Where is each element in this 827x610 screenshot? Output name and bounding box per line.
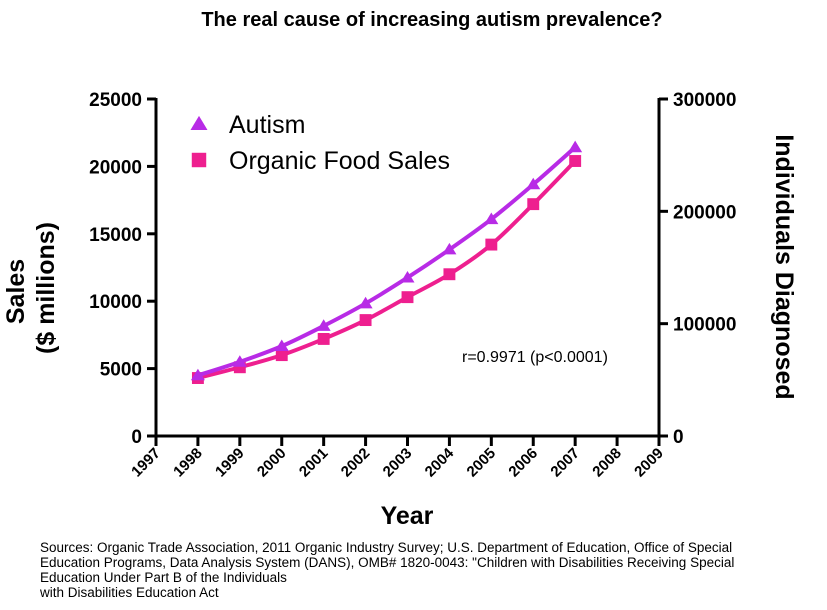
left-y-axis-label-line-2: ($ millions) bbox=[32, 222, 60, 354]
x-tick-label: 2008 bbox=[589, 445, 625, 481]
x-tick-label: 2005 bbox=[464, 445, 500, 481]
data-point bbox=[442, 242, 457, 255]
left-y-tick-label: 25000 bbox=[89, 90, 142, 111]
right-y-tick-label: 200000 bbox=[673, 202, 736, 223]
sources-line-4: with Disabilities Education Act bbox=[40, 585, 219, 600]
x-tick-label: 1999 bbox=[212, 445, 248, 481]
legend-label: Autism bbox=[229, 111, 305, 139]
data-point bbox=[232, 355, 247, 367]
left-y-axis-label: Sales ($ millions) bbox=[2, 222, 60, 354]
legend-marker bbox=[191, 152, 207, 168]
right-y-axis-label: Individuals Diagnosed bbox=[770, 134, 798, 399]
left-y-axis-label-line-1: Sales bbox=[2, 259, 30, 324]
legend-marker bbox=[190, 115, 208, 130]
data-point bbox=[359, 314, 372, 327]
x-tick-label: 2002 bbox=[338, 445, 374, 481]
left-y-axis: 0 5000 10000 15000 20000 25000 bbox=[89, 90, 158, 448]
left-y-tick-label: 15000 bbox=[89, 225, 142, 246]
data-point bbox=[274, 339, 289, 352]
left-y-tick-label: 5000 bbox=[100, 360, 142, 381]
series-line bbox=[197, 159, 577, 380]
legend: Autism Organic Food Sales bbox=[190, 111, 450, 175]
x-tick-label: 2009 bbox=[631, 445, 667, 481]
data-point bbox=[401, 291, 414, 304]
sources-line-1: Sources: Organic Trade Association, 2011… bbox=[40, 540, 733, 555]
x-tick-label: 2006 bbox=[505, 445, 541, 481]
left-y-tick-label: 20000 bbox=[89, 157, 142, 178]
data-point bbox=[568, 140, 583, 153]
x-axis: 1997 1998 1999 2000 2001 2002 2003 2004 2005 2006… bbox=[128, 434, 667, 481]
series-layer bbox=[190, 140, 583, 384]
sources-line-3: Education Under Part B of the Individual… bbox=[40, 570, 287, 585]
data-point bbox=[484, 212, 499, 225]
legend-label: Organic Food Sales bbox=[229, 147, 450, 175]
data-point bbox=[317, 332, 330, 345]
x-tick-label: 2000 bbox=[254, 445, 290, 481]
data-point bbox=[400, 270, 415, 283]
series-line bbox=[197, 145, 577, 378]
right-y-tick-label: 100000 bbox=[673, 315, 736, 336]
data-point bbox=[443, 268, 456, 281]
data-point bbox=[190, 368, 205, 381]
chart-title: The real cause of increasing autism prev… bbox=[201, 9, 662, 31]
correlation-annotation: r=0.9971 (p<0.0001) bbox=[462, 349, 608, 366]
sources-line-2: Education Programs, Data Analysis System… bbox=[40, 555, 735, 570]
x-tick-label: 2001 bbox=[296, 445, 332, 481]
sources-note: Sources: Organic Trade Association, 2011… bbox=[40, 540, 825, 600]
data-point bbox=[526, 177, 541, 190]
data-point bbox=[527, 198, 540, 211]
left-y-tick-label: 0 bbox=[131, 427, 142, 448]
right-y-tick-label: 300000 bbox=[673, 90, 736, 111]
data-point bbox=[358, 296, 373, 309]
right-y-axis: 0 100000 200000 300000 bbox=[657, 90, 736, 448]
data-point bbox=[275, 349, 288, 362]
x-tick-label: 1997 bbox=[128, 445, 164, 481]
data-point bbox=[316, 319, 331, 331]
x-tick-label: 2007 bbox=[547, 445, 583, 481]
x-tick-label: 2004 bbox=[422, 444, 458, 480]
data-point bbox=[569, 155, 582, 167]
right-y-tick-label: 0 bbox=[673, 427, 684, 448]
series-autism bbox=[190, 140, 583, 381]
left-y-tick-label: 10000 bbox=[89, 292, 142, 313]
data-point bbox=[485, 238, 498, 251]
data-point bbox=[233, 361, 246, 374]
x-axis-label: Year bbox=[381, 502, 434, 530]
x-tick-label: 1998 bbox=[170, 445, 206, 481]
x-tick-label: 2003 bbox=[380, 445, 416, 481]
